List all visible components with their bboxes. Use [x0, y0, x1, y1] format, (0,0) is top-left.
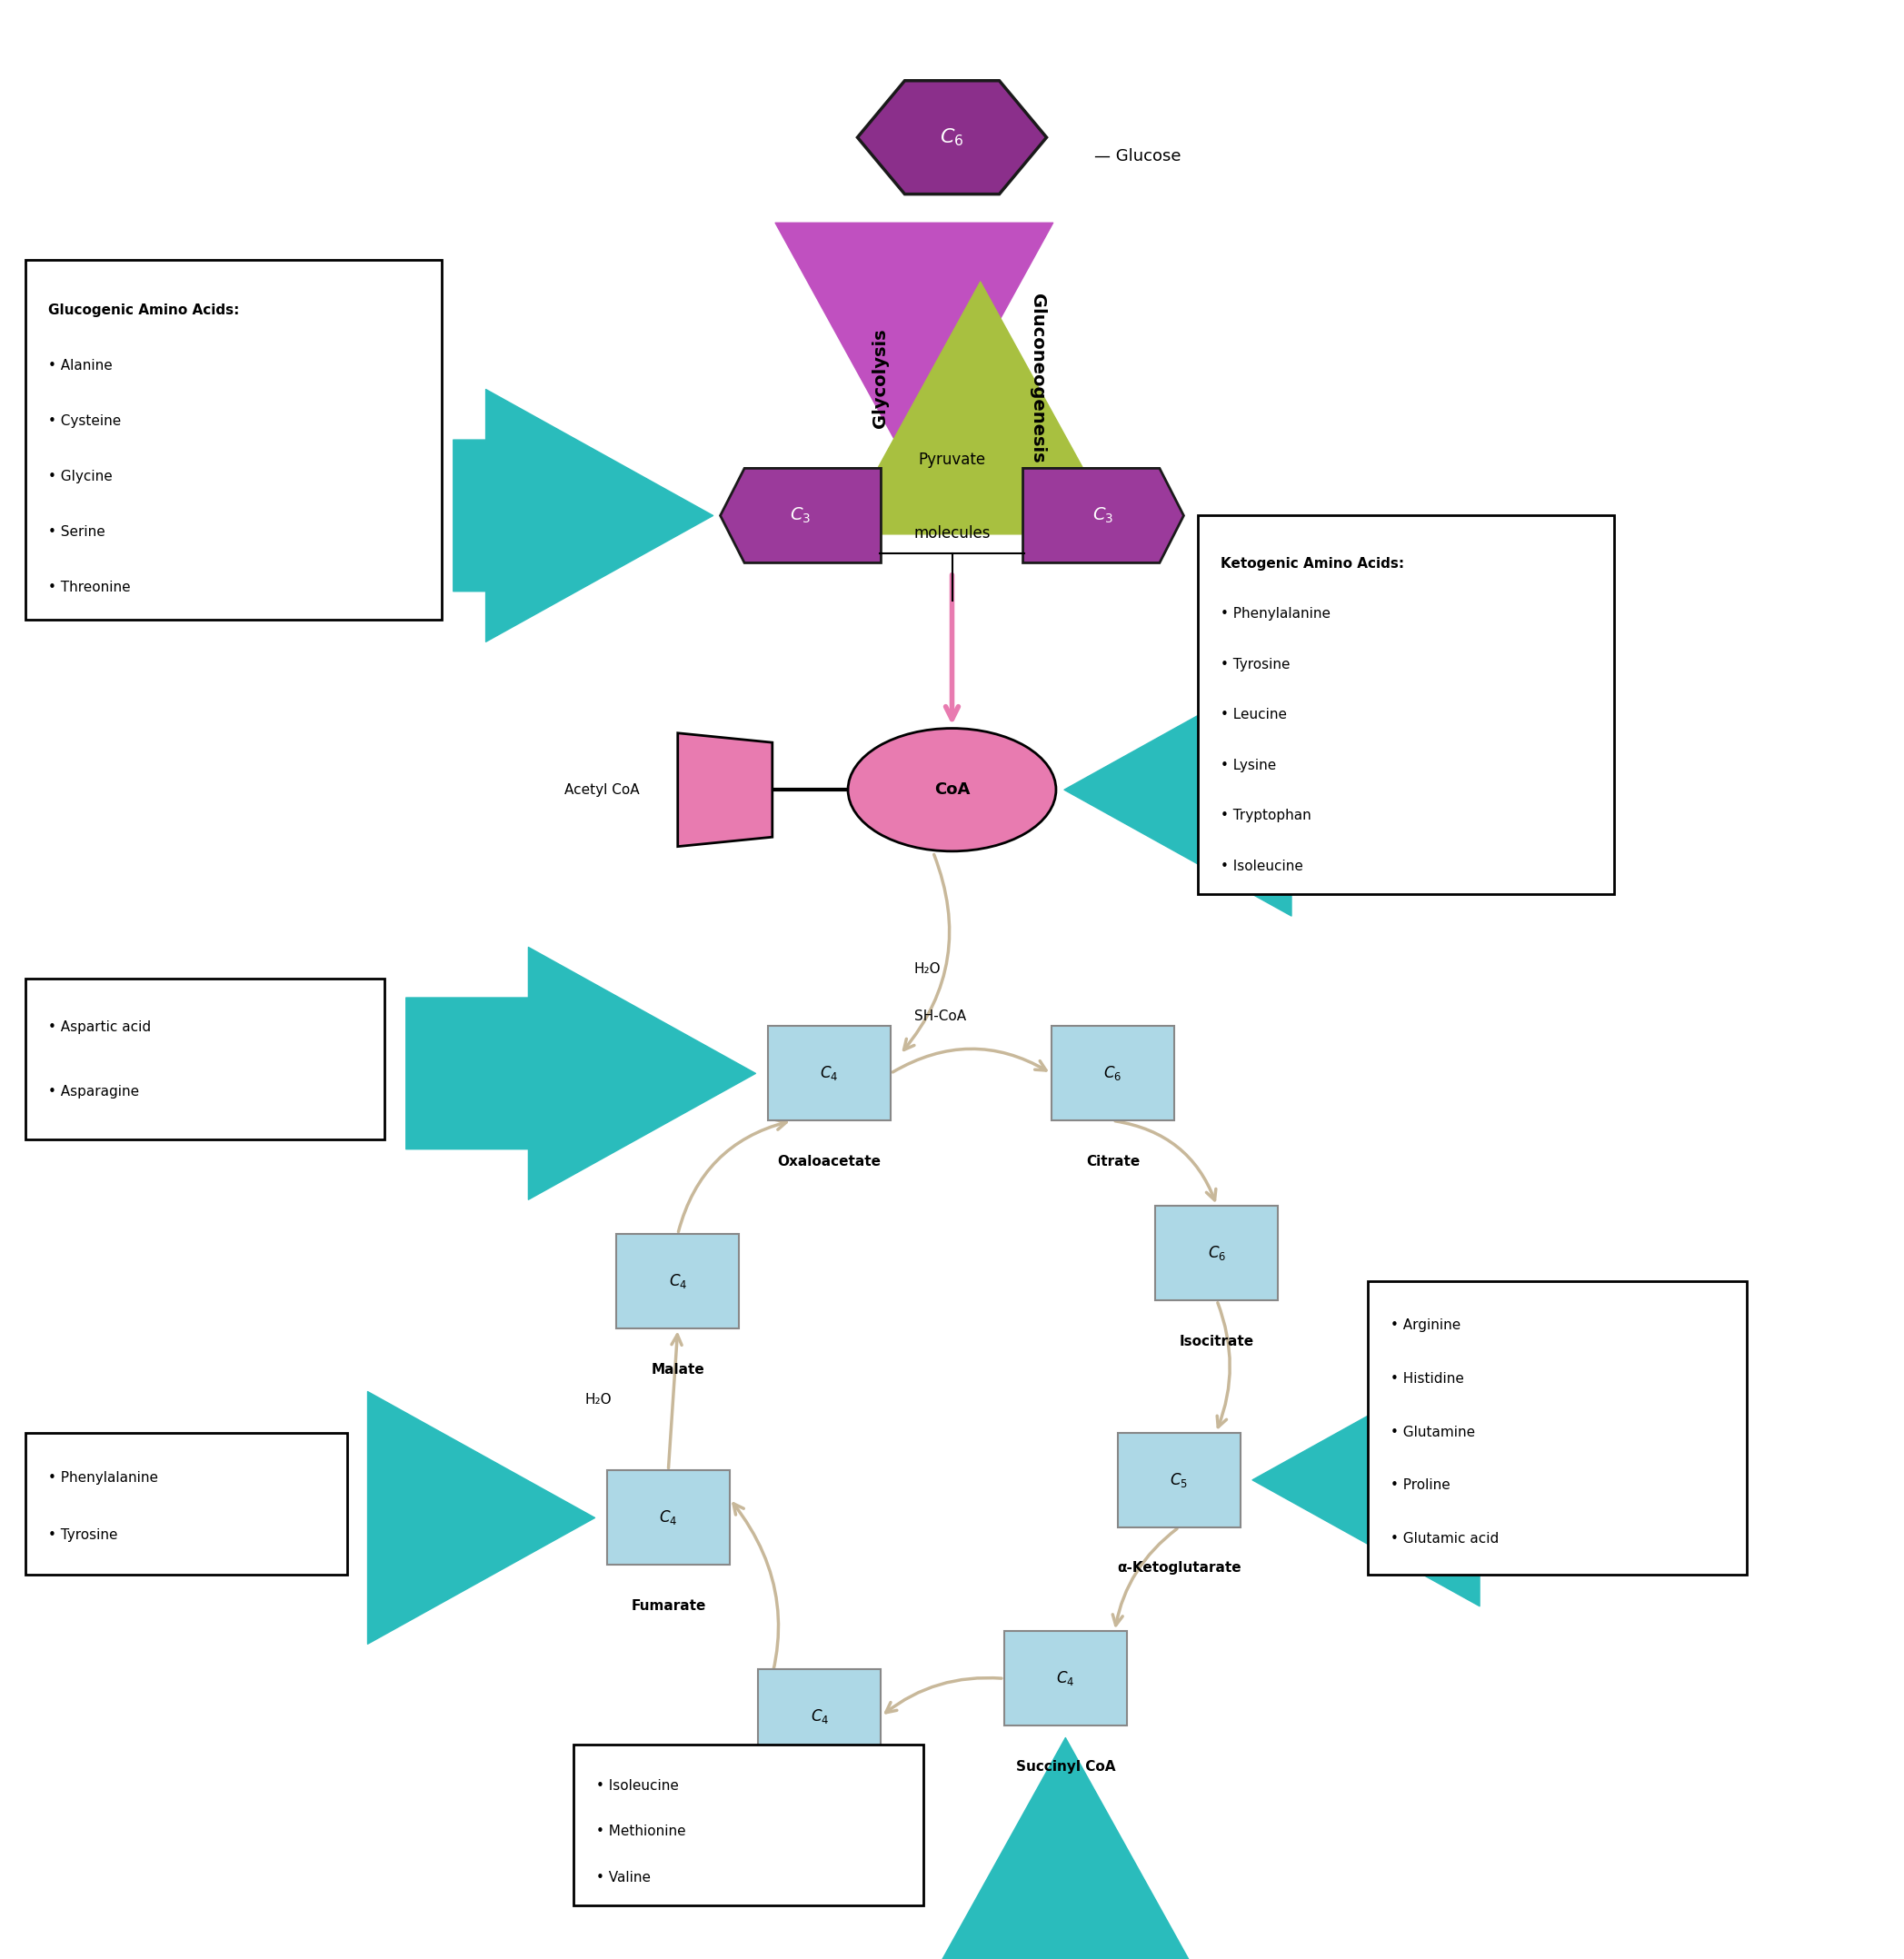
Text: • Tyrosine: • Tyrosine [1220, 658, 1291, 672]
Text: • Glutamine: • Glutamine [1390, 1426, 1476, 1438]
Text: Pyruvate: Pyruvate [918, 453, 986, 468]
Polygon shape [720, 468, 882, 562]
FancyBboxPatch shape [25, 980, 385, 1140]
FancyBboxPatch shape [767, 1027, 891, 1121]
FancyBboxPatch shape [573, 1745, 923, 1906]
Text: Acetyl CoA: Acetyl CoA [565, 784, 640, 797]
Text: • Phenylalanine: • Phenylalanine [48, 1471, 158, 1485]
Text: Ketogenic Amino Acids:: Ketogenic Amino Acids: [1220, 556, 1405, 570]
FancyBboxPatch shape [25, 1432, 347, 1575]
Polygon shape [857, 80, 1047, 194]
Text: Succinyl CoA: Succinyl CoA [1015, 1759, 1116, 1773]
Text: Malate: Malate [651, 1363, 704, 1377]
FancyBboxPatch shape [607, 1471, 729, 1565]
Text: • Serine: • Serine [48, 525, 105, 539]
Text: $C_3$: $C_3$ [1093, 505, 1114, 525]
FancyBboxPatch shape [1369, 1281, 1746, 1575]
Text: $C_{6}$: $C_{6}$ [1104, 1064, 1121, 1083]
Text: • Leucine: • Leucine [1220, 707, 1287, 721]
Text: Citrate: Citrate [1085, 1154, 1140, 1168]
Text: • Valine: • Valine [596, 1871, 651, 1885]
FancyBboxPatch shape [1051, 1027, 1175, 1121]
Text: Isocitrate: Isocitrate [1179, 1334, 1255, 1348]
Text: • Asparagine: • Asparagine [48, 1085, 139, 1099]
Text: • Phenylalanine: • Phenylalanine [1220, 607, 1331, 621]
FancyBboxPatch shape [1118, 1432, 1240, 1528]
Text: • Cysteine: • Cysteine [48, 415, 120, 427]
Text: • Isoleucine: • Isoleucine [1220, 860, 1302, 874]
Ellipse shape [847, 729, 1057, 852]
Text: $C_{4}$: $C_{4}$ [668, 1271, 687, 1291]
Text: Oxaloacetate: Oxaloacetate [777, 1154, 882, 1168]
FancyBboxPatch shape [758, 1669, 882, 1763]
Text: $C_{4}$: $C_{4}$ [811, 1706, 828, 1726]
Text: Gluconeogenesis: Gluconeogenesis [1028, 294, 1045, 462]
Text: • Alanine: • Alanine [48, 358, 112, 372]
Text: • Isoleucine: • Isoleucine [596, 1779, 680, 1792]
Text: $C_{4}$: $C_{4}$ [659, 1508, 678, 1526]
Text: H₂O: H₂O [585, 1393, 611, 1407]
FancyBboxPatch shape [1003, 1632, 1127, 1726]
Text: $C_3$: $C_3$ [790, 505, 811, 525]
Text: $C_{4}$: $C_{4}$ [821, 1064, 838, 1083]
Text: • Methionine: • Methionine [596, 1826, 685, 1838]
Text: Fumarate: Fumarate [630, 1599, 706, 1612]
Text: — Glucose: — Glucose [1095, 149, 1180, 165]
Text: H₂O: H₂O [914, 962, 941, 976]
Text: • Aspartic acid: • Aspartic acid [48, 1021, 150, 1034]
FancyBboxPatch shape [25, 261, 442, 619]
Polygon shape [678, 733, 773, 846]
Text: • Glycine: • Glycine [48, 470, 112, 484]
Text: • Proline: • Proline [1390, 1479, 1451, 1493]
FancyBboxPatch shape [1156, 1207, 1278, 1301]
Text: Glycolysis: Glycolysis [872, 329, 889, 429]
Text: • Threonine: • Threonine [48, 580, 129, 594]
Text: • Glutamic acid: • Glutamic acid [1390, 1532, 1498, 1546]
Text: • Lysine: • Lysine [1220, 758, 1276, 772]
Polygon shape [1022, 468, 1184, 562]
Text: $C_{5}$: $C_{5}$ [1169, 1471, 1188, 1489]
Text: Glucogenic Amino Acids:: Glucogenic Amino Acids: [48, 304, 240, 317]
Text: molecules: molecules [914, 525, 990, 541]
Text: • Arginine: • Arginine [1390, 1318, 1460, 1332]
Text: SH-CoA: SH-CoA [914, 1011, 965, 1023]
Text: α-Ketoglutarate: α-Ketoglutarate [1118, 1561, 1241, 1575]
Text: $C_{6}$: $C_{6}$ [1207, 1244, 1226, 1262]
Text: Ketone oxidation: Ketone oxidation [1203, 735, 1350, 750]
FancyBboxPatch shape [1198, 515, 1615, 893]
FancyBboxPatch shape [617, 1234, 739, 1328]
Text: $C_{4}$: $C_{4}$ [1057, 1669, 1074, 1687]
Text: $C_6$: $C_6$ [941, 127, 963, 149]
Text: CoA: CoA [935, 782, 969, 797]
Text: • Histidine: • Histidine [1390, 1371, 1464, 1385]
Text: • Tyrosine: • Tyrosine [48, 1528, 118, 1542]
Text: • Tryptophan: • Tryptophan [1220, 809, 1312, 823]
Text: Succinate: Succinate [781, 1798, 859, 1812]
